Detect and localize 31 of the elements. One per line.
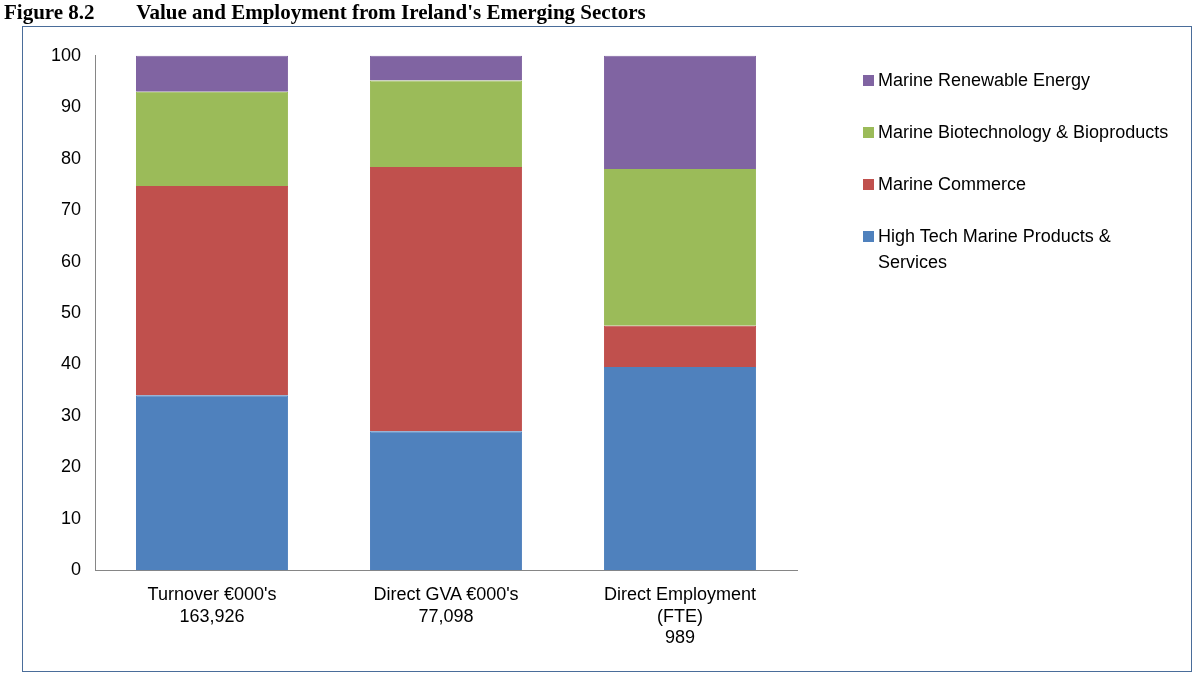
y-tick-label: 100 xyxy=(50,44,82,65)
y-tick-label: 50 xyxy=(61,301,82,322)
y-tick-label: 80 xyxy=(61,147,82,168)
y-tick-label: 40 xyxy=(61,353,82,374)
legend-label: Marine Renewable Energy xyxy=(878,69,1091,92)
bar xyxy=(369,55,523,81)
bar xyxy=(603,325,757,368)
y-tick-label: 60 xyxy=(61,250,82,271)
x-tick-label: Direct Employment (FTE) 989 xyxy=(603,583,757,648)
chart-title: Figure 8.2 Value and Employment from Ireland's Emerging Sectors xyxy=(4,0,646,25)
bar xyxy=(135,395,289,571)
legend-label: High Tech Marine Products & Services xyxy=(878,225,1112,274)
bar xyxy=(369,431,523,571)
y-tick-label: 70 xyxy=(61,199,82,220)
bar xyxy=(603,168,757,326)
x-tick-label: Direct GVA €000's 77,098 xyxy=(373,583,519,626)
bar xyxy=(135,91,289,186)
legend-label: Marine Biotechnology & Bioproducts xyxy=(878,121,1169,144)
bar xyxy=(369,166,523,432)
y-tick-label: 90 xyxy=(61,96,82,117)
y-tick-label: 30 xyxy=(61,404,82,425)
legend-label: Marine Commerce xyxy=(878,173,1027,196)
bar xyxy=(603,367,757,571)
bar xyxy=(603,55,757,169)
x-tick-label: Turnover €000's 163,926 xyxy=(147,583,277,626)
y-tick-label: 0 xyxy=(71,559,82,580)
bar xyxy=(369,80,523,167)
y-tick-label: 20 xyxy=(61,456,82,477)
bar xyxy=(135,185,289,396)
y-tick-label: 10 xyxy=(61,507,82,528)
bar xyxy=(135,55,289,92)
